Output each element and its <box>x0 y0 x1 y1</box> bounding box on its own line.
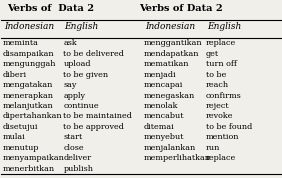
Text: get: get <box>206 50 219 58</box>
Text: mendapatkan: mendapatkan <box>144 50 199 58</box>
Text: dipertahankan: dipertahankan <box>3 112 62 121</box>
Text: to be approved: to be approved <box>63 123 124 131</box>
Text: Indonesian: Indonesian <box>145 22 195 31</box>
Text: replace: replace <box>206 154 236 162</box>
Text: revoke: revoke <box>206 112 233 121</box>
Text: Verbs of Data 2: Verbs of Data 2 <box>139 4 222 14</box>
Text: to be maintained: to be maintained <box>63 112 132 121</box>
Text: say: say <box>63 81 77 89</box>
Text: mulai: mulai <box>3 134 26 142</box>
Text: to be: to be <box>206 71 226 78</box>
Text: melanjutkan: melanjutkan <box>3 102 54 110</box>
Text: replace: replace <box>206 39 236 47</box>
Text: menyampaikan: menyampaikan <box>3 154 65 162</box>
Text: menegaskan: menegaskan <box>144 91 195 100</box>
Text: reject: reject <box>206 102 230 110</box>
Text: mencabut: mencabut <box>144 112 184 121</box>
Text: menjalankan: menjalankan <box>144 144 196 152</box>
Text: upload: upload <box>63 60 91 68</box>
Text: menerapkan: menerapkan <box>3 91 54 100</box>
Text: apply: apply <box>63 91 85 100</box>
Text: mengunggah: mengunggah <box>3 60 56 68</box>
Text: disetujui: disetujui <box>3 123 38 131</box>
Text: menyebut: menyebut <box>144 134 184 142</box>
Text: menerbitkan: menerbitkan <box>3 165 55 173</box>
Text: Verbs of  Data 2: Verbs of Data 2 <box>7 4 94 14</box>
Text: close: close <box>63 144 84 152</box>
Text: memperlihatkan: memperlihatkan <box>144 154 211 162</box>
Text: meminta: meminta <box>3 39 39 47</box>
Text: confirms: confirms <box>206 91 242 100</box>
Text: reach: reach <box>206 81 229 89</box>
Text: run: run <box>206 144 220 152</box>
Text: turn off: turn off <box>206 60 237 68</box>
Text: diberi: diberi <box>3 71 27 78</box>
Text: to be given: to be given <box>63 71 109 78</box>
Text: menggantikan: menggantikan <box>144 39 202 47</box>
Text: disampaikan: disampaikan <box>3 50 54 58</box>
Text: mention: mention <box>206 134 239 142</box>
Text: English: English <box>64 22 98 31</box>
Text: menjadi: menjadi <box>144 71 177 78</box>
Text: to be delivered: to be delivered <box>63 50 124 58</box>
Text: deliver: deliver <box>63 154 92 162</box>
Text: start: start <box>63 134 83 142</box>
Text: ditemai: ditemai <box>144 123 175 131</box>
Text: Indonesian: Indonesian <box>4 22 54 31</box>
Text: menolak: menolak <box>144 102 178 110</box>
Text: to be found: to be found <box>206 123 252 131</box>
Text: publish: publish <box>63 165 93 173</box>
Text: continue: continue <box>63 102 99 110</box>
Text: ask: ask <box>63 39 77 47</box>
Text: English: English <box>207 22 241 31</box>
Text: mematikan: mematikan <box>144 60 189 68</box>
Text: mengatakan: mengatakan <box>3 81 53 89</box>
Text: menutup: menutup <box>3 144 39 152</box>
Text: mencapai: mencapai <box>144 81 183 89</box>
